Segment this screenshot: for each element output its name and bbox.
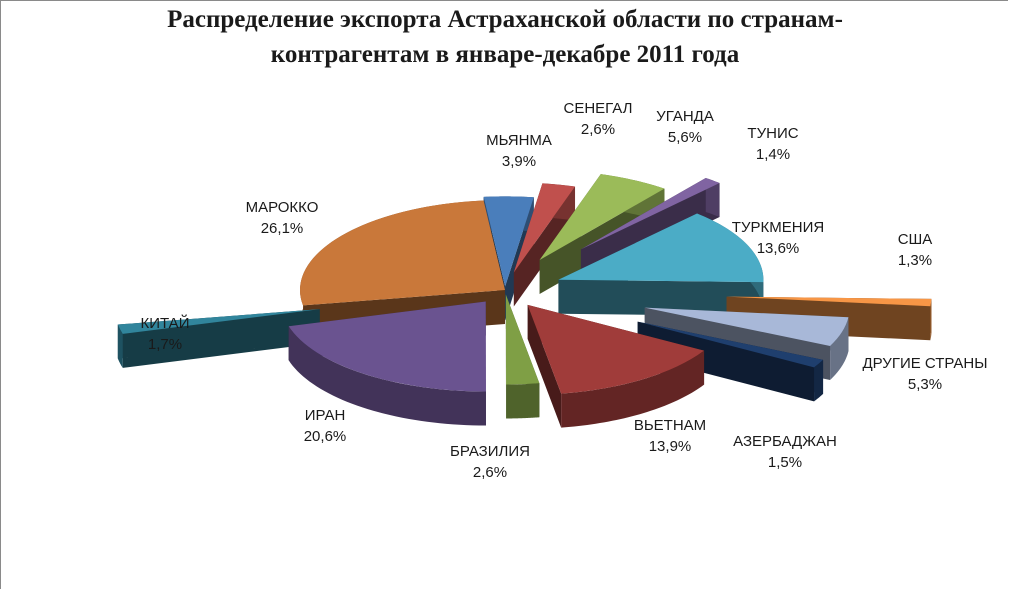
pie-slice-top-10 <box>288 301 486 392</box>
pie-slice-rim-10 <box>288 326 486 426</box>
pie-slice-side-2 <box>539 174 665 295</box>
pie-slice-top-0 <box>483 196 534 287</box>
pie-slice-2 <box>539 174 665 295</box>
pie-slice-rim-5 <box>930 298 932 341</box>
pie-slice-4 <box>558 213 764 317</box>
slice-label-name: УГАНДА <box>656 108 714 125</box>
pie-slice-7 <box>637 321 824 402</box>
slice-label-value: 20,6% <box>304 428 347 445</box>
slice-label-value: 5,6% <box>668 129 702 146</box>
pie-slice-top-9 <box>505 294 540 385</box>
slice-label-value: 2,6% <box>581 121 615 138</box>
pie-slice-side-7 <box>637 321 824 402</box>
slice-label-value: 13,6% <box>757 240 800 257</box>
slice-label-name: ИРАН <box>305 407 346 424</box>
slice-label-name: ВЬЕТНАМ <box>634 417 706 434</box>
pie-slice-top-8 <box>527 304 705 394</box>
slice-label-value: 5,3% <box>908 376 942 393</box>
pie-slice-top-11 <box>117 309 320 334</box>
slice-label-value: 1,3% <box>898 252 932 269</box>
pie-slice-top-1 <box>513 183 576 273</box>
pie-slice-10 <box>288 301 486 426</box>
pie-slice-top-7 <box>637 321 824 368</box>
pie-slice-11 <box>117 309 320 368</box>
pie-slice-top-4 <box>558 213 764 283</box>
pie-slice-top-2 <box>539 174 665 261</box>
pie-slice-rim-8 <box>561 350 705 428</box>
slice-label-name: США <box>898 231 933 248</box>
slice-label-name: МАРОККО <box>246 199 319 216</box>
slice-label-name: КИТАЙ <box>141 314 190 332</box>
pie-slice-1 <box>513 183 576 307</box>
slice-label-name: ТУНИС <box>747 125 798 142</box>
slice-label-name: АЗЕРБАДЖАН <box>733 433 837 450</box>
pie-slice-side-12 <box>303 200 505 340</box>
slice-label-name: ТУРКМЕНИЯ <box>732 219 824 236</box>
slice-label-value: 1,4% <box>756 146 790 163</box>
slice-label-name: БРАЗИЛИЯ <box>450 443 530 460</box>
pie-slice-9 <box>505 294 540 419</box>
pie-slice-top-12 <box>300 200 505 306</box>
slice-label-name: СЕНЕГАЛ <box>564 100 633 117</box>
slice-label-value: 26,1% <box>261 220 304 237</box>
pie-slice-rim-6 <box>830 317 849 380</box>
pie-slice-top-6 <box>644 307 849 346</box>
chart-title-line-1: Распределение экспорта Астраханской обла… <box>167 6 843 33</box>
pie-slice-rim-11 <box>117 324 123 368</box>
slice-label-value: 3,9% <box>502 153 536 170</box>
slice-label-name: МЬЯНМА <box>486 132 552 149</box>
pie-slice-rim-9 <box>506 383 540 419</box>
chart-title-line-2: контрагентам в январе-декабре 2011 года <box>270 41 740 68</box>
slice-label-value: 1,5% <box>768 454 802 471</box>
pie-slice-top-5 <box>726 296 932 307</box>
pie-slice-side-4 <box>558 213 764 317</box>
slice-label-value: 2,6% <box>473 464 507 481</box>
slice-label-value: 13,9% <box>649 438 692 455</box>
pie-slice-top-3 <box>580 177 720 250</box>
chart-title: Распределение экспорта Астраханской обла… <box>0 2 1010 72</box>
pie-slice-12 <box>300 200 505 340</box>
pie-slice-8 <box>527 304 705 428</box>
slice-label-name: ДРУГИЕ СТРАНЫ <box>862 355 987 372</box>
slice-label-value: 1,7% <box>148 336 182 353</box>
pie-slice-rim-7 <box>814 359 824 402</box>
